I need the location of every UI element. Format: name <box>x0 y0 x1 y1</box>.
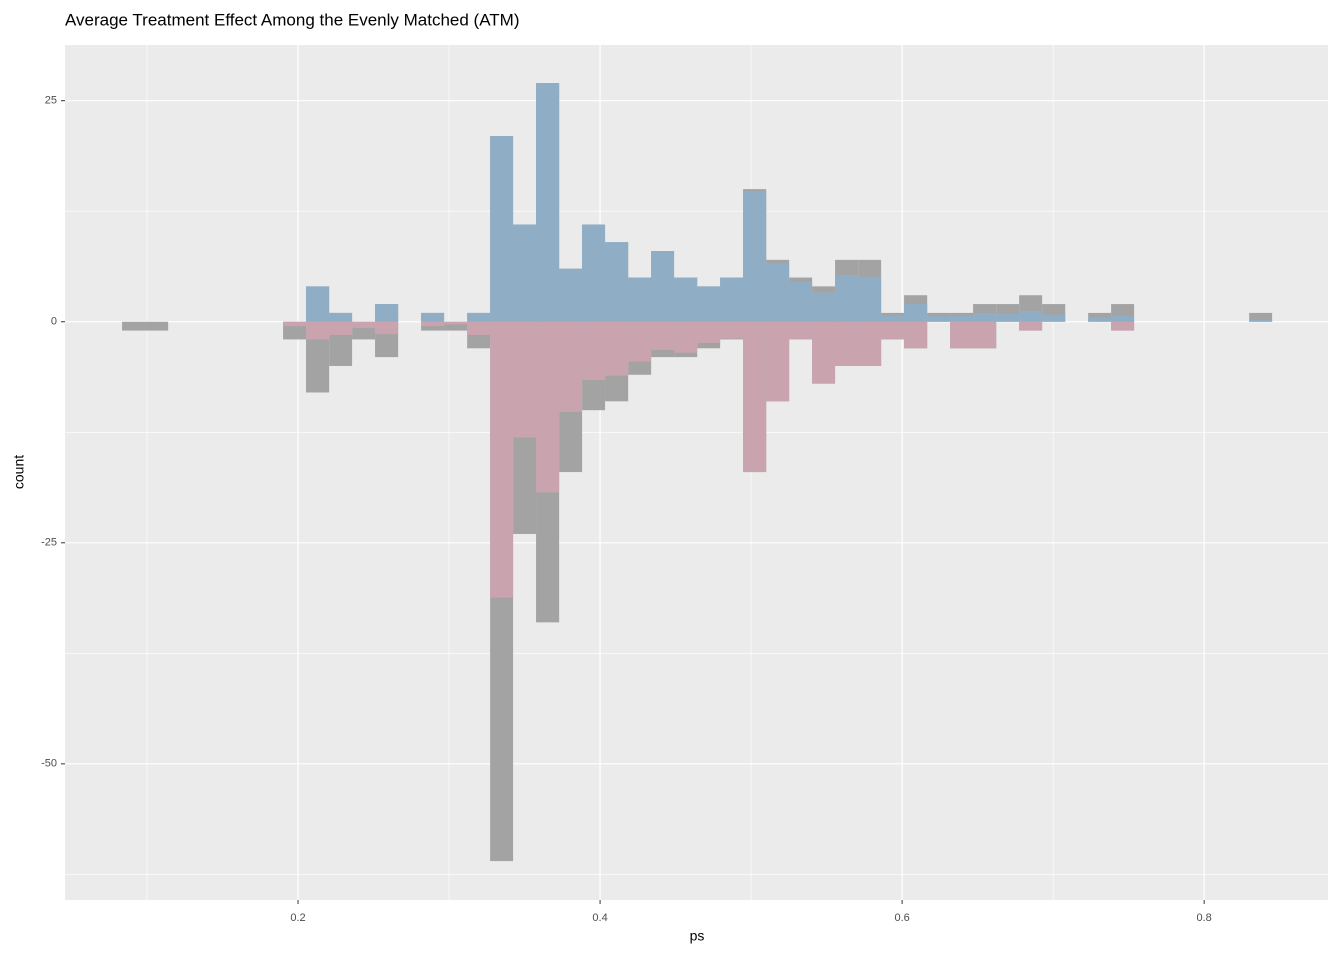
histogram-bar <box>352 321 376 328</box>
histogram-bar <box>812 321 836 384</box>
histogram-bar <box>651 251 675 322</box>
histogram-bar <box>1042 314 1066 322</box>
histogram-bar <box>720 321 744 339</box>
plot-panel <box>65 45 1328 900</box>
histogram-bar <box>996 313 1020 322</box>
y-tick-label: -25 <box>41 537 57 549</box>
histogram-bar <box>858 321 882 366</box>
histogram-bar <box>375 304 399 322</box>
histogram-bar <box>1088 317 1112 322</box>
y-axis-title: count <box>11 455 27 489</box>
histogram-bar <box>122 321 146 331</box>
histogram-bar <box>582 321 606 381</box>
histogram-bar <box>881 321 905 340</box>
histogram-bar <box>835 321 859 366</box>
histogram-bar <box>559 321 583 412</box>
x-tick-label: 0.4 <box>592 912 607 924</box>
histogram-bar <box>605 242 629 322</box>
histogram-bar <box>490 321 514 598</box>
y-tick-label: 25 <box>45 95 57 107</box>
histogram-bar <box>467 312 491 322</box>
histogram-bar <box>145 321 169 331</box>
histogram-bar <box>1249 319 1273 322</box>
histogram-bar <box>1249 312 1273 322</box>
x-tick-label: 0.2 <box>290 912 305 924</box>
x-axis-title: ps <box>690 928 705 944</box>
histogram-bar <box>674 277 698 322</box>
histogram-bar <box>1019 321 1043 331</box>
histogram-bar <box>283 321 307 327</box>
histogram-bar <box>329 321 353 336</box>
histogram-bar <box>582 224 606 322</box>
x-tick-label: 0.8 <box>1197 912 1212 924</box>
histogram-bar <box>1111 321 1135 331</box>
x-tick-label: 0.6 <box>894 912 909 924</box>
histogram-bar <box>743 190 767 322</box>
histogram-bar <box>421 321 445 327</box>
histogram-bar <box>1019 311 1043 322</box>
histogram-bar <box>628 321 652 362</box>
y-tick-label: 0 <box>51 316 57 328</box>
histogram-bar <box>904 304 928 322</box>
histogram-bar <box>375 321 399 335</box>
histogram-bar <box>697 286 721 322</box>
y-tick-label: -50 <box>41 758 57 770</box>
histogram-bar <box>950 321 974 349</box>
histogram-bar <box>904 321 928 349</box>
histogram-bar <box>743 321 767 473</box>
histogram-bar <box>421 312 445 322</box>
histogram-bar <box>950 315 974 322</box>
histogram-bar <box>651 321 675 351</box>
histogram-bar <box>306 286 330 322</box>
chart-title: Average Treatment Effect Among the Evenl… <box>65 10 520 29</box>
histogram-bar <box>605 321 629 376</box>
histogram-bar <box>513 224 537 322</box>
histogram-bar <box>789 281 813 322</box>
histogram-bar <box>467 321 491 336</box>
histogram-bar <box>513 321 537 438</box>
histogram-bar <box>306 321 330 340</box>
histogram-bar <box>789 321 813 340</box>
histogram-bar <box>766 321 790 402</box>
histogram-bar <box>835 274 859 322</box>
histogram-bar <box>559 268 583 322</box>
histogram-bar <box>697 321 721 343</box>
histogram-bar <box>628 277 652 322</box>
histogram-bar <box>812 292 836 322</box>
histogram-bar <box>1111 315 1135 322</box>
histogram-bar <box>927 315 951 322</box>
histogram-bar <box>490 136 514 322</box>
histogram-bar <box>444 321 468 325</box>
histogram-bar <box>536 321 560 493</box>
histogram-bar <box>329 312 353 322</box>
histogram-bar <box>444 321 468 331</box>
histogram-bar <box>973 312 997 322</box>
histogram-bar <box>720 277 744 322</box>
histogram-bar <box>973 321 997 349</box>
histogram-bar <box>766 263 790 322</box>
histogram-bar <box>674 321 698 353</box>
histogram-bar <box>858 276 882 322</box>
histogram-bar <box>536 83 560 322</box>
histogram-bar <box>881 315 905 322</box>
